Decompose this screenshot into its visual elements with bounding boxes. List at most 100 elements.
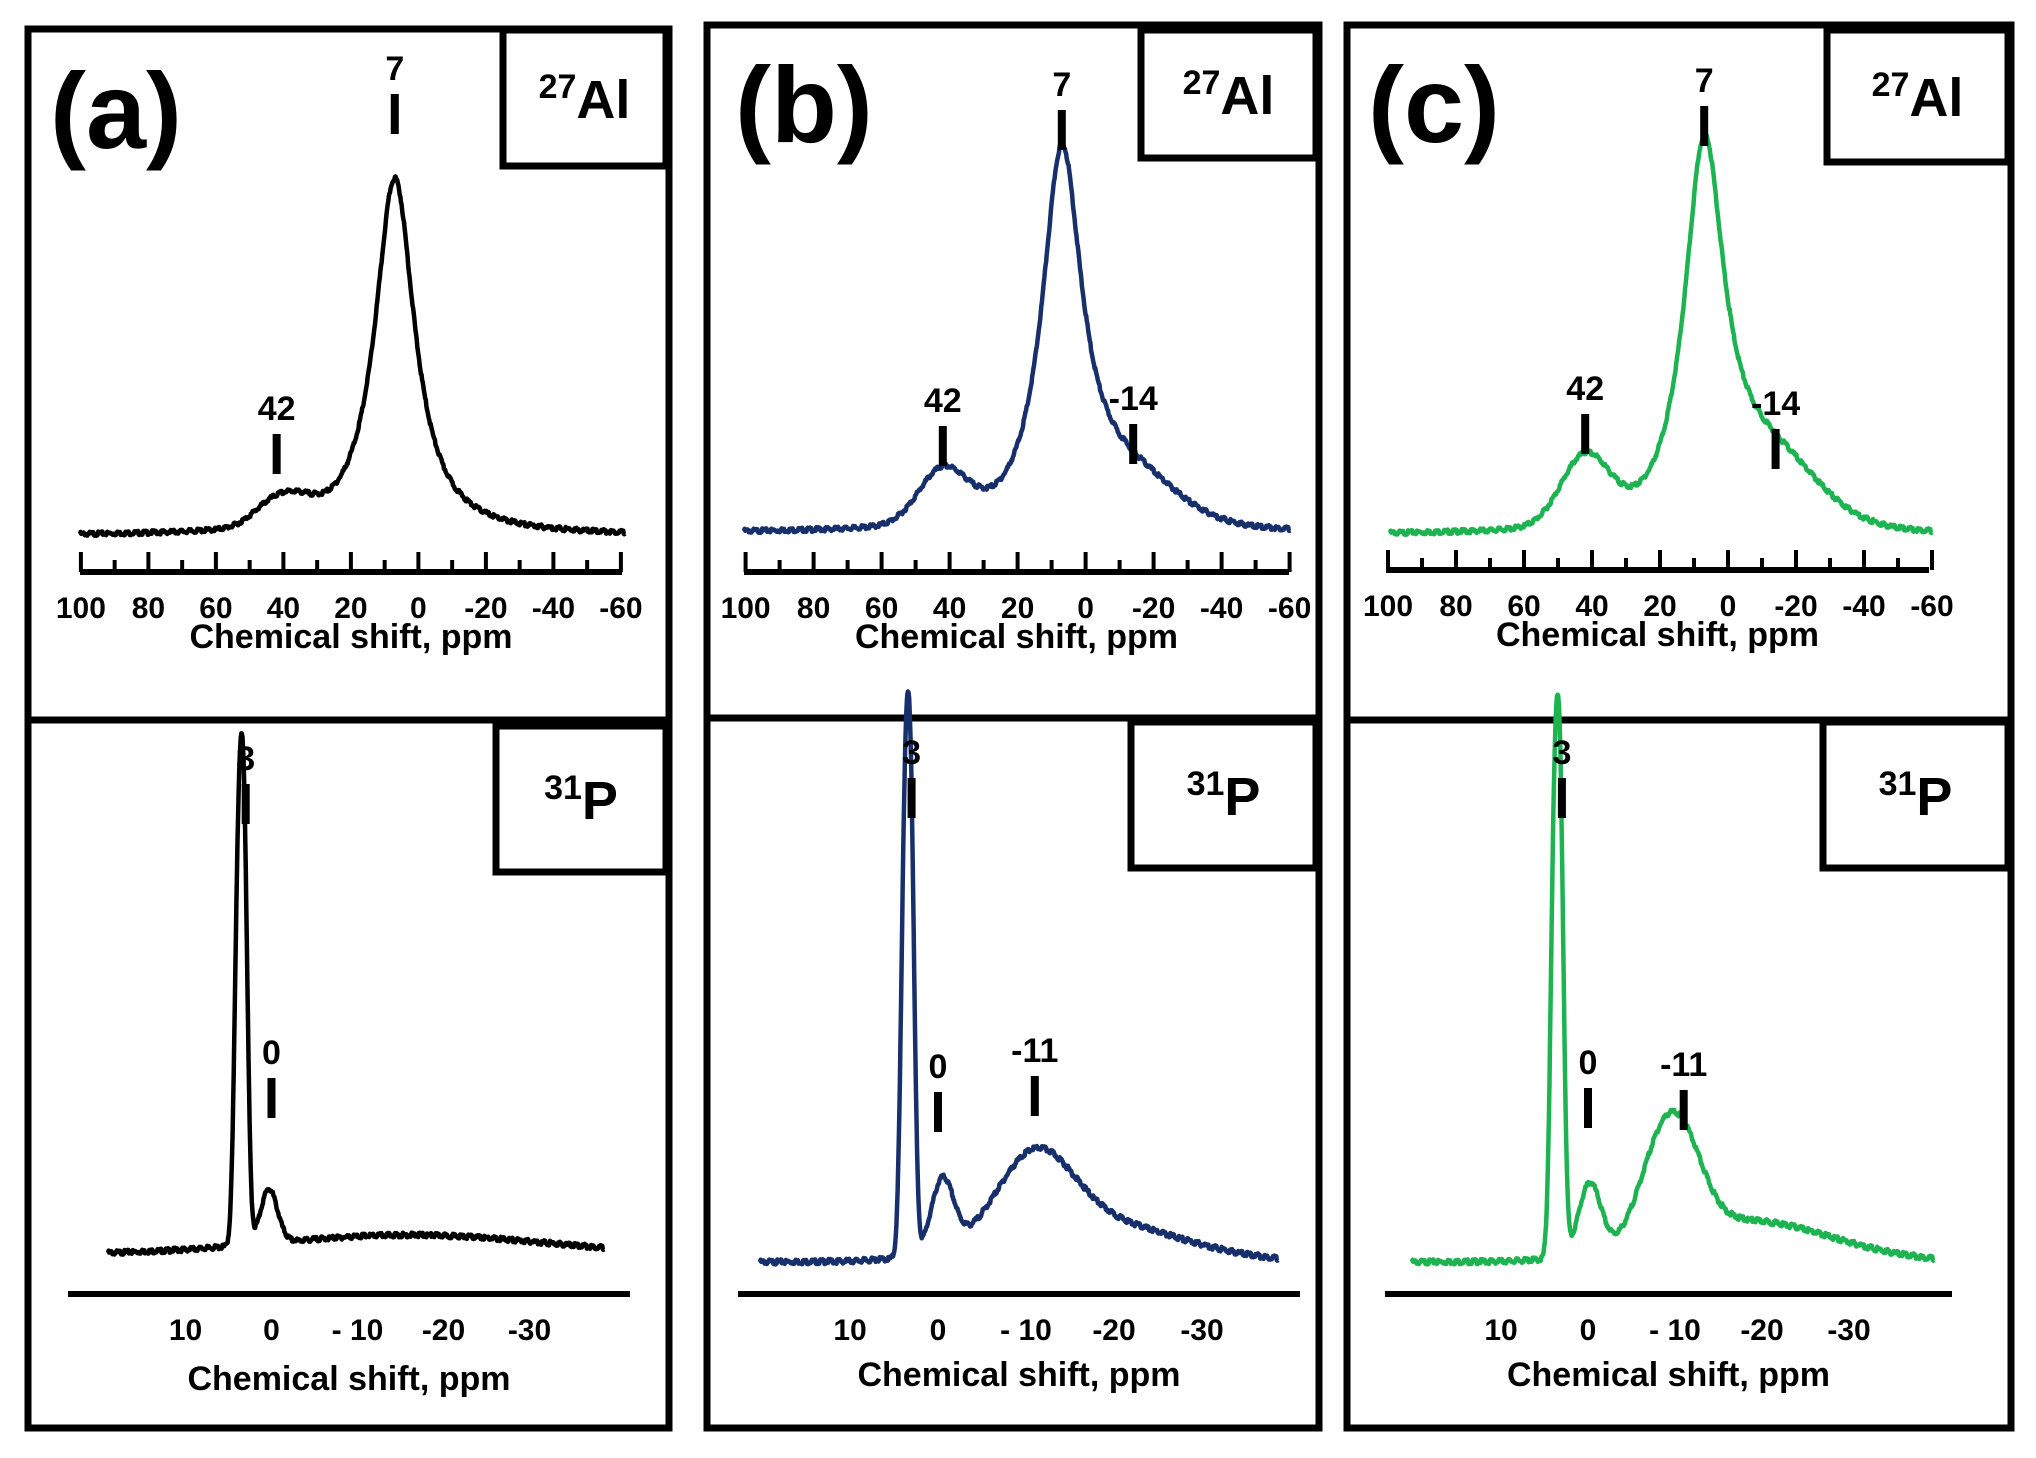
x-tick-label: 0	[410, 592, 427, 625]
x-tick-label: 100	[721, 592, 771, 625]
peak-marker	[1700, 106, 1709, 146]
x-tick-label: -30	[1827, 1314, 1870, 1347]
subplot-b-al: 27Al 100 80 60 40 20 0 -20 -40 -60 Chemical shift,…	[721, 26, 1320, 656]
nucleus-label: 27Al	[1872, 66, 1964, 128]
nucleus-symbol: P	[582, 771, 618, 831]
x-axis-title: Chemical shift, ppm	[189, 618, 512, 656]
x-axis-title: Chemical shift, ppm	[1496, 616, 1819, 654]
panel-a-label: (a)	[50, 50, 182, 171]
x-tick-label: -60	[599, 592, 642, 625]
x-tick-label: 40	[1575, 590, 1608, 623]
nucleus-label: 31P	[1879, 765, 1953, 827]
spectrum-line	[105, 730, 606, 1257]
x-tick-label: -60	[1910, 590, 1953, 623]
peak-label: 42	[258, 390, 296, 428]
nucleus-mass: 31	[1879, 765, 1917, 803]
x-tick-label: -40	[532, 592, 575, 625]
nucleus-mass: 27	[1183, 64, 1221, 102]
x-tick-label: 100	[56, 592, 106, 625]
nucleus-box	[1137, 26, 1320, 162]
peak-label: 7	[385, 50, 404, 88]
peak-marker	[907, 778, 916, 818]
nucleus-symbol: P	[1224, 767, 1260, 827]
peak-marker	[1584, 1088, 1592, 1128]
spectrum-line	[741, 139, 1292, 536]
x-tick-label: 40	[267, 592, 300, 625]
nucleus-symbol: P	[1916, 767, 1952, 827]
x-tick-label: -60	[1268, 592, 1311, 625]
peak-label: 0	[1579, 1044, 1598, 1082]
x-tick-label: -30	[1180, 1314, 1223, 1347]
subplot-a-p: 31P 10 0 - 10 -20 -30 Chemical shift, ppm 3 0	[68, 722, 670, 1398]
x-axis-title: Chemical shift, ppm	[855, 618, 1178, 656]
x-tick-label: -20	[1132, 592, 1175, 625]
subplot-c-p: 31P 10 0 - 10 -20 -30 Chemical shift, ppm 3 0 -11	[1385, 692, 2012, 1394]
x-axis-title: Chemical shift, ppm	[1507, 1356, 1830, 1394]
x-tick-label: 20	[1643, 590, 1676, 623]
x-tick-label: 20	[334, 592, 367, 625]
peak-marker	[1771, 429, 1780, 469]
spectrum-line	[1409, 692, 1936, 1267]
peak-marker	[390, 94, 399, 134]
x-tick-label: 60	[1507, 590, 1540, 623]
nucleus-symbol: Al	[576, 70, 630, 130]
spectrum-line	[1387, 130, 1934, 538]
panel-b-label: (b)	[735, 44, 873, 165]
peak-marker	[1679, 1090, 1688, 1130]
subplot-c-al: 27Al 100 80 60 40 20 0 -20 -40 -60 Chemical shift,…	[1363, 26, 2012, 654]
x-tick-label: 0	[263, 1314, 280, 1347]
x-tick-label: 100	[1363, 590, 1413, 623]
x-tick-label: 10	[169, 1314, 202, 1347]
x-axis-title: Chemical shift, ppm	[187, 1360, 510, 1398]
x-tick-label: - 10	[1649, 1314, 1701, 1347]
peak-marker	[1057, 110, 1066, 150]
nucleus-label: 27Al	[539, 68, 631, 130]
x-tick-label: -20	[1740, 1314, 1783, 1347]
x-tick-label: 60	[865, 592, 898, 625]
nucleus-symbol: Al	[1220, 66, 1274, 126]
peak-label: 3	[236, 740, 255, 778]
nucleus-mass: 31	[544, 769, 582, 807]
x-tick-label: 80	[1439, 590, 1472, 623]
peak-label: 7	[1052, 66, 1071, 104]
nucleus-symbol: Al	[1909, 68, 1963, 128]
x-tick-label: - 10	[332, 1314, 384, 1347]
peak-label: 42	[1566, 370, 1604, 408]
peak-marker	[934, 1092, 942, 1132]
peak-marker	[241, 784, 250, 824]
peak-label: 7	[1695, 62, 1714, 100]
x-tick-label: -20	[422, 1314, 465, 1347]
peak-label: -11	[1660, 1046, 1707, 1084]
peak-label: -14	[1109, 380, 1158, 418]
peak-marker	[1129, 424, 1138, 464]
nucleus-box	[1823, 26, 2012, 166]
peak-label: 0	[262, 1034, 281, 1072]
x-tick-label: 60	[199, 592, 232, 625]
peak-marker	[938, 426, 947, 466]
peak-label: 3	[1552, 734, 1571, 772]
nucleus-label: 27Al	[1183, 64, 1275, 126]
x-tick-label: 0	[930, 1314, 947, 1347]
x-axis-title: Chemical shift, ppm	[857, 1356, 1180, 1394]
x-tick-label: 0	[1720, 590, 1737, 623]
peak-label: -11	[1011, 1032, 1058, 1070]
x-tick-label: 20	[1001, 592, 1034, 625]
nucleus-label: 31P	[1187, 765, 1261, 827]
nucleus-box	[1127, 718, 1320, 872]
peak-marker	[272, 434, 281, 474]
peak-label: -14	[1751, 385, 1800, 423]
nucleus-box	[1819, 718, 2012, 872]
x-tick-label: 80	[797, 592, 830, 625]
nucleus-mass: 27	[1872, 66, 1910, 104]
x-tick-label: 80	[132, 592, 165, 625]
peak-label: 0	[929, 1048, 948, 1086]
nucleus-box	[492, 722, 670, 876]
x-tick-label: -40	[1842, 590, 1885, 623]
x-tick-label: 0	[1077, 592, 1094, 625]
peak-marker	[1030, 1076, 1039, 1116]
spectrum-line	[757, 689, 1280, 1267]
x-tick-label: -20	[1092, 1314, 1135, 1347]
